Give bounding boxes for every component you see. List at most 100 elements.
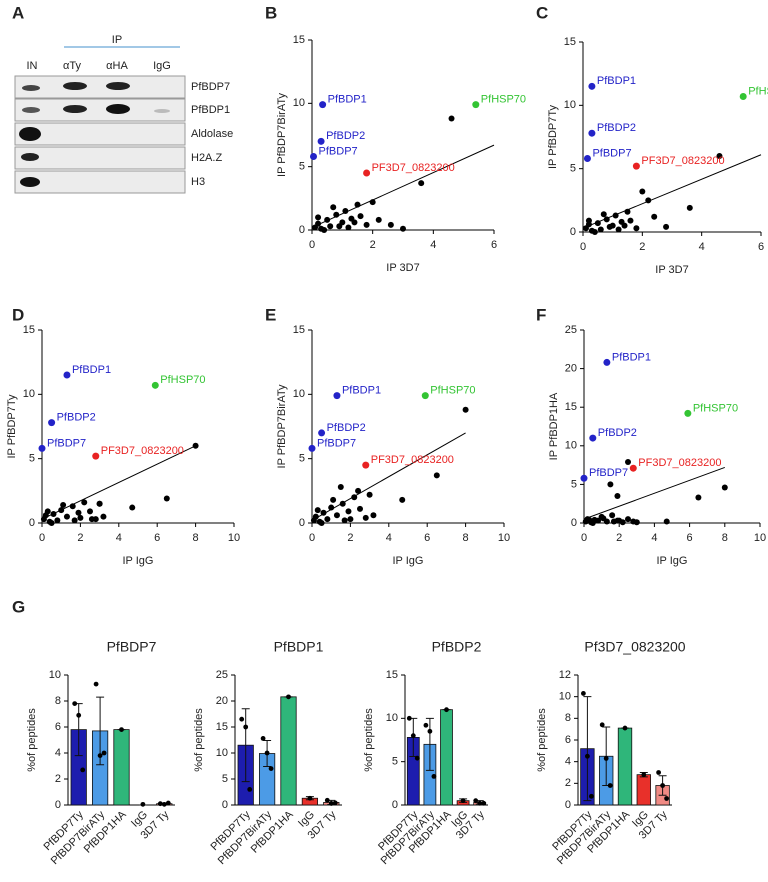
highlight-point: [472, 101, 480, 109]
replicate-point: [660, 783, 665, 788]
y-tick-label: 20: [216, 695, 228, 707]
y-tick-label: 20: [565, 363, 577, 375]
y-tick-label: 0: [222, 799, 228, 811]
replicate-point: [157, 801, 163, 807]
y-tick-label: 15: [565, 401, 577, 413]
highlight-point: [333, 392, 341, 400]
y-tick-label: 6: [55, 721, 61, 733]
trendline: [311, 432, 466, 521]
band: [22, 107, 40, 113]
y-axis-label: %of peptides: [26, 708, 38, 772]
x-tick-label: 10: [498, 532, 510, 544]
point: [314, 507, 321, 514]
bar: [636, 774, 651, 806]
highlight-point: [588, 129, 596, 137]
y-tick-label: 0: [299, 224, 305, 236]
replicate-point: [243, 724, 249, 730]
replicate-point: [473, 798, 479, 804]
point-label: PfBDP1: [72, 364, 111, 376]
bar: [280, 696, 297, 806]
point: [75, 509, 82, 516]
y-tick-label: 10: [564, 99, 576, 111]
bar: [617, 727, 633, 806]
point: [366, 491, 373, 498]
y-tick-label: 2: [565, 777, 571, 789]
point: [614, 492, 621, 499]
replicate-point: [585, 753, 590, 759]
replicate-point: [664, 796, 669, 801]
y-tick-label: 10: [49, 669, 61, 681]
replicate-point: [622, 725, 628, 731]
point: [44, 508, 51, 515]
point: [315, 214, 322, 221]
point: [594, 220, 601, 227]
replicate-point: [260, 736, 266, 741]
y-tick-label: 5: [571, 478, 577, 490]
point: [633, 225, 640, 232]
x-tick-label: 6: [154, 532, 160, 544]
y-tick-label: 25: [216, 669, 228, 681]
point: [351, 494, 358, 501]
x-tick-label: 4: [699, 241, 705, 253]
x-tick-label: 0: [580, 241, 586, 253]
point-label: PfBDP2: [57, 412, 96, 424]
point: [324, 216, 331, 223]
error-bar: [583, 696, 592, 802]
y-tick-label: 4: [565, 756, 571, 768]
replicate-point: [247, 787, 253, 792]
point: [63, 513, 70, 520]
point: [721, 484, 728, 491]
highlight-point: [310, 153, 318, 161]
band: [63, 82, 87, 90]
point: [625, 459, 631, 466]
y-tick-label: 10: [216, 747, 228, 759]
point: [71, 517, 78, 524]
panel-label: A: [12, 3, 24, 22]
y-tick-label: 10: [23, 388, 35, 400]
point: [363, 221, 370, 228]
highlight-point: [317, 137, 325, 145]
point: [318, 520, 325, 526]
point: [320, 509, 327, 516]
point: [50, 510, 57, 517]
lane-label: IgG: [153, 60, 171, 72]
replicate-point: [607, 783, 613, 788]
replicate-point: [328, 801, 334, 806]
highlight-point: [363, 169, 371, 177]
y-tick-label: 15: [293, 34, 305, 46]
chart-title: Pf3D7_0823200: [584, 639, 685, 655]
y-tick-label: 4: [55, 747, 61, 759]
panel-label: F: [536, 305, 546, 324]
x-tick-label: 10: [228, 532, 240, 544]
point: [633, 519, 640, 526]
highlight-point: [684, 409, 692, 417]
highlight-point: [319, 101, 327, 109]
chart-title: PfBDP2: [432, 639, 482, 655]
point: [357, 505, 363, 512]
replicate-point: [444, 707, 449, 713]
point: [339, 500, 346, 507]
trendline: [311, 144, 495, 228]
point-label: PfBDP1: [342, 385, 381, 397]
x-tick-label: 8: [463, 532, 469, 544]
x-tick-label: 0: [309, 532, 315, 544]
point: [612, 212, 619, 219]
point: [192, 442, 199, 449]
point-label: PfBDP2: [326, 130, 365, 142]
point: [330, 204, 337, 211]
y-tick-label: 10: [386, 712, 398, 724]
x-tick-label: 0: [309, 239, 315, 251]
point-label: PfBDP1: [612, 351, 651, 363]
y-axis-label: %of peptides: [363, 708, 375, 772]
point: [645, 197, 652, 204]
y-axis-label: IP PfBDP7Ty: [6, 394, 18, 458]
x-tick-label: 8: [722, 532, 728, 544]
point: [597, 226, 604, 233]
band: [154, 109, 170, 113]
x-tick-label: 4: [651, 532, 657, 544]
point-label: PfBDP2: [327, 422, 366, 434]
y-axis-label: IP PfBDP7BirATy: [276, 384, 288, 468]
lane-label: αTy: [63, 60, 81, 72]
point-label: PF3D7_0823200: [101, 445, 184, 457]
row-label: PfBDP7: [191, 81, 230, 93]
